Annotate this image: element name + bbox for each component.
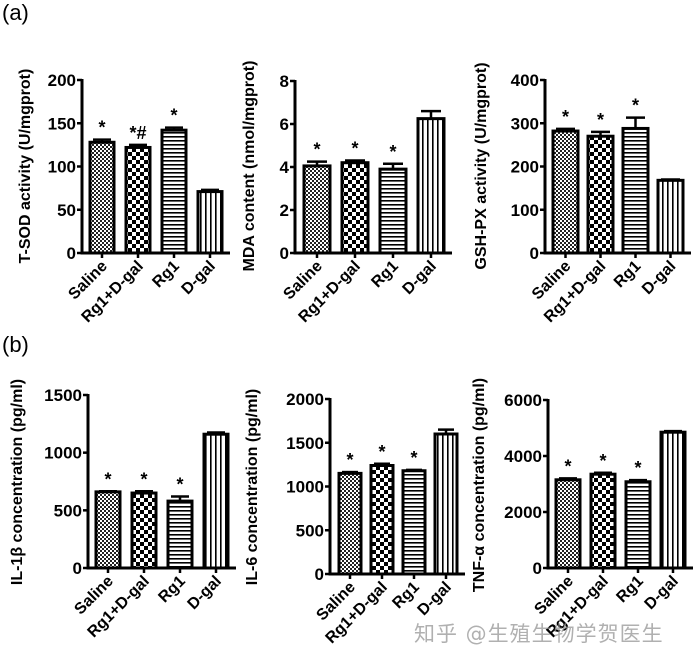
bar-rg1 [621, 126, 650, 255]
y-axis-label: T-SOD activity (U/mgprot) [17, 69, 34, 264]
bar-d-gal [433, 432, 459, 576]
bar-saline [88, 140, 116, 255]
bar-rg1-d-gal [124, 145, 152, 255]
bar-rg1 [160, 128, 188, 255]
y-tick-label: 4000 [504, 447, 542, 466]
bar-rg1 [378, 167, 408, 255]
bar-saline [554, 478, 582, 570]
bar-rg1-d-gal [340, 161, 370, 255]
x-category-label: D-gal [639, 258, 679, 298]
x-category-label: D-gal [179, 258, 219, 298]
y-tick-label: 8 [280, 72, 289, 91]
significance-marker: * [170, 106, 177, 126]
y-tick-label: 0 [67, 244, 76, 263]
bar-rg1 [401, 469, 427, 576]
x-category-label: D-gal [415, 579, 455, 619]
bar-d-gal [659, 430, 687, 570]
y-tick-label: 0 [280, 244, 289, 263]
chart-mda: MDA content (nmol/mgprot) 02468*Saline*Rg… [241, 61, 452, 326]
y-tick-label: 2 [280, 201, 289, 220]
significance-marker: * [346, 450, 353, 470]
bar-saline [94, 490, 122, 570]
bar-saline [337, 471, 363, 576]
y-tick-label: 1500 [44, 386, 82, 405]
y-axis-label: IL-1β concentration (pg/ml) [9, 379, 26, 585]
significance-marker: * [597, 110, 604, 130]
x-category-label: D-gal [642, 573, 682, 613]
significance-marker: *# [129, 123, 146, 143]
bar-rg1-d-gal [586, 134, 615, 255]
x-category-label: D-gal [185, 573, 225, 613]
significance-marker: * [104, 469, 111, 489]
significance-marker: * [410, 448, 417, 468]
y-tick-label: 200 [48, 71, 76, 90]
significance-marker: * [632, 96, 639, 116]
chart-il-1b: IL-1β concentration (pg/ml) 0 500 1000 1500 *… [9, 379, 236, 641]
y-tick-label: 6 [280, 115, 289, 134]
bar-rg1-d-gal [589, 472, 617, 570]
y-tick-label: 50 [57, 201, 76, 220]
bar-rg1 [166, 499, 194, 570]
x-category-label: D-gal [400, 258, 440, 298]
y-axis-label: IL-6 concentration (pg/ml) [244, 389, 261, 585]
y-tick-label: 0 [73, 559, 82, 578]
significance-marker: * [599, 451, 606, 471]
y-axis-label: TNF-α concentration (pg/ml) [471, 378, 488, 592]
y-axis-label: MDA content (nmol/mgprot) [241, 61, 258, 272]
bar-d-gal [196, 190, 224, 255]
y-tick-label: 0 [530, 244, 539, 263]
y-tick-label: 6000 [504, 391, 542, 410]
chart-tnf-a: TNF-α concentration (pg/ml) 0 2000 4000 6000… [471, 378, 693, 641]
y-tick-label: 300 [511, 114, 539, 133]
chart-il-6: IL-6 concentration (pg/ml) 0 500 1000 1500 20… [244, 389, 465, 647]
y-axis-label: GSH-PX activity (U/mgprot) [473, 62, 490, 269]
x-category-label: Rg1 [368, 258, 401, 291]
y-tick-label: 0 [315, 565, 324, 584]
y-tick-label: 0 [533, 559, 542, 578]
y-tick-label: 100 [48, 158, 76, 177]
bar-d-gal [416, 117, 446, 255]
y-tick-label: 1000 [44, 444, 82, 463]
panel-label-b: (b) [2, 332, 29, 357]
watermark: 知乎 @生殖生物学贺医生 [414, 622, 664, 646]
y-tick-label: 500 [54, 501, 82, 520]
significance-marker: * [140, 469, 147, 489]
significance-marker: * [564, 456, 571, 476]
y-tick-label: 200 [511, 158, 539, 177]
panel-label-a: (a) [2, 0, 29, 25]
significance-marker: * [176, 474, 183, 494]
bar-saline [302, 164, 332, 255]
y-tick-label: 4 [280, 158, 290, 177]
y-tick-label: 100 [511, 201, 539, 220]
chart-gsh-px: GSH-PX activity (U/mgprot) 0 100 200 300 400 *… [473, 62, 691, 326]
bar-rg1-d-gal [130, 491, 158, 570]
bar-d-gal [202, 432, 230, 570]
y-tick-label: 2000 [286, 390, 324, 409]
y-tick-label: 1000 [286, 478, 324, 497]
significance-marker: * [378, 442, 385, 462]
significance-marker: * [634, 458, 641, 478]
bar-d-gal [656, 178, 685, 255]
significance-marker: * [98, 118, 105, 138]
y-tick-label: 1500 [286, 434, 324, 453]
bar-saline [551, 129, 580, 255]
significance-marker: * [351, 139, 358, 159]
y-tick-label: 500 [296, 521, 324, 540]
y-tick-label: 400 [511, 71, 539, 90]
bar-rg1-d-gal [369, 464, 395, 576]
chart-t-sod: T-SOD activity (U/mgprot) 050100150200*Sa… [17, 69, 230, 326]
significance-marker: * [562, 107, 569, 127]
y-tick-label: 150 [48, 114, 76, 133]
significance-marker: * [313, 140, 320, 160]
significance-marker: * [389, 142, 396, 162]
bar-rg1 [624, 480, 652, 570]
y-tick-label: 2000 [504, 503, 542, 522]
